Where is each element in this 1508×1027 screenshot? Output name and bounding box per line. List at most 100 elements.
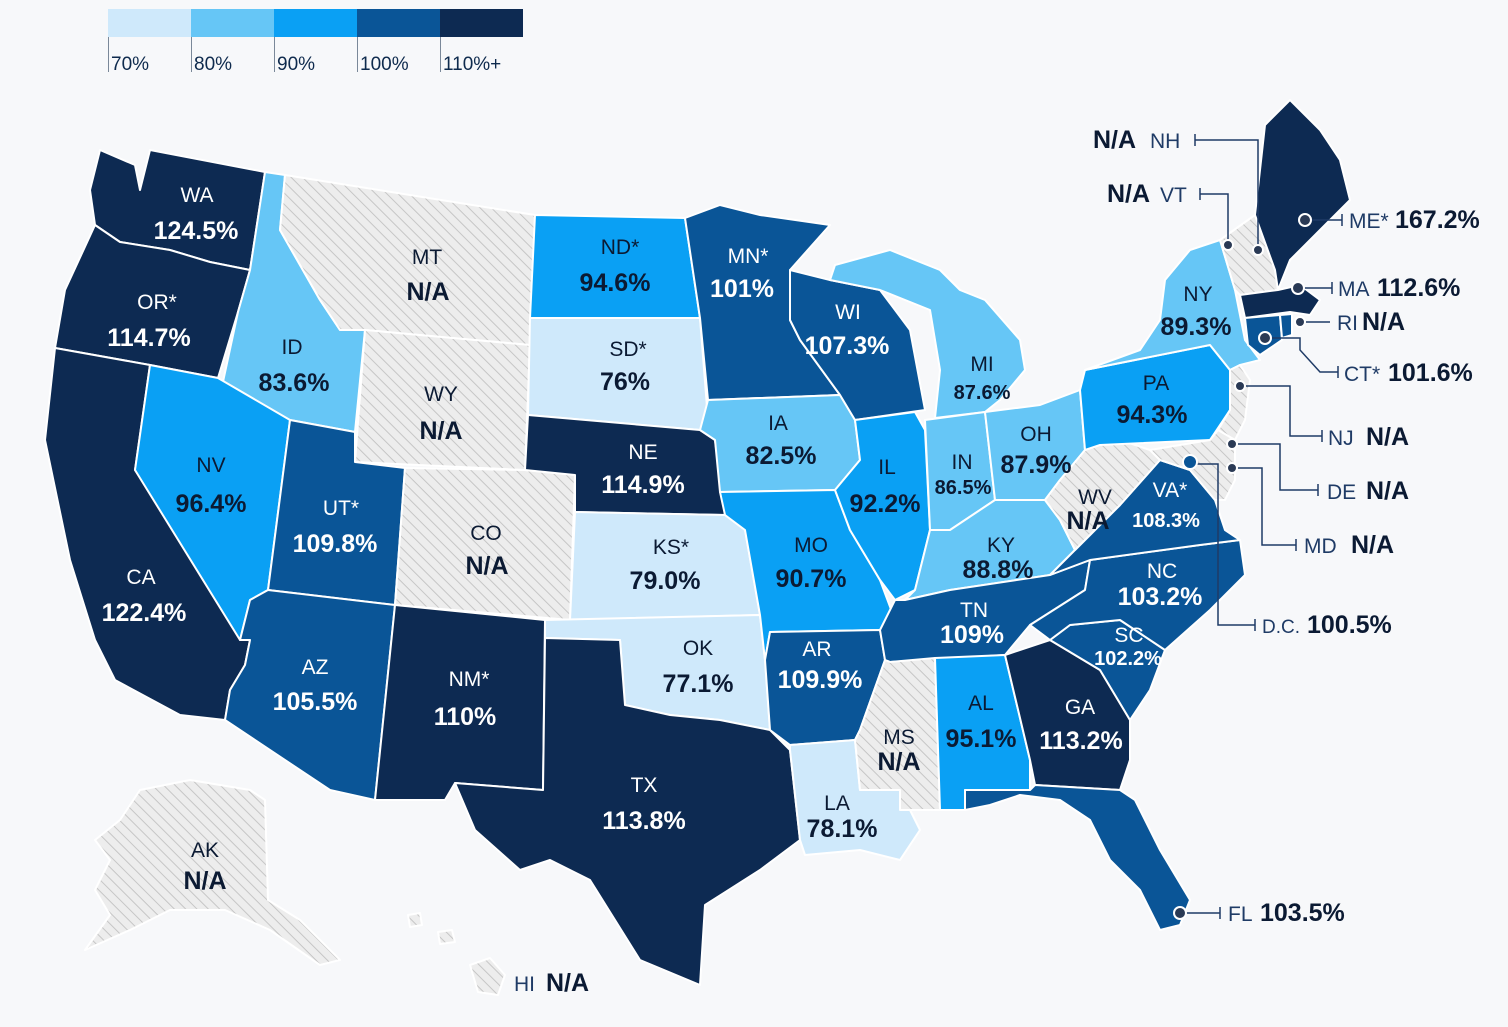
label-ny-abbr: NY bbox=[1183, 283, 1212, 306]
label-ks-value: 79.0% bbox=[630, 567, 701, 595]
label-wi-value: 107.3% bbox=[805, 332, 890, 360]
label-ca-abbr: CA bbox=[126, 566, 155, 589]
state-me[interactable] bbox=[1254, 99, 1351, 291]
label-tn-value: 109% bbox=[940, 621, 1004, 649]
label-ok-value: 77.1% bbox=[663, 670, 734, 698]
label-ia-value: 82.5% bbox=[746, 442, 817, 470]
label-ga-value: 113.2% bbox=[1039, 727, 1122, 755]
callout-dc-abbr: D.C. bbox=[1262, 617, 1300, 638]
label-ky-value: 88.8% bbox=[963, 556, 1034, 584]
label-wa-abbr: WA bbox=[180, 184, 213, 207]
label-nv-value: 96.4% bbox=[176, 490, 247, 518]
label-sd-abbr: SD* bbox=[609, 338, 646, 361]
label-or-value: 114.7% bbox=[107, 324, 190, 352]
legend-swatch-110 bbox=[440, 9, 523, 37]
label-mo-value: 90.7% bbox=[776, 565, 847, 593]
legend-label-100: 100% bbox=[360, 54, 409, 75]
label-nc-abbr: NC bbox=[1147, 560, 1177, 583]
callout-vt-abbr: VT bbox=[1160, 184, 1187, 207]
callout-md-value: N/A bbox=[1351, 531, 1394, 559]
label-ok-abbr: OK bbox=[683, 637, 713, 660]
label-or-abbr: OR* bbox=[137, 291, 177, 314]
label-sc-abbr: SC bbox=[1114, 624, 1143, 647]
label-ny-value: 89.3% bbox=[1161, 313, 1232, 341]
label-az-value: 105.5% bbox=[273, 688, 358, 716]
label-mn-value: 101% bbox=[710, 275, 774, 303]
state-ak[interactable] bbox=[84, 779, 341, 966]
label-in-value: 86.5% bbox=[935, 477, 992, 499]
label-mt-abbr: MT bbox=[412, 246, 442, 269]
label-id-value: 83.6% bbox=[259, 369, 330, 397]
label-ms-value: N/A bbox=[877, 748, 920, 776]
state-labels: WA 124.5% OR* 114.7% CA 122.4% ID 83.6% … bbox=[102, 184, 1232, 895]
legend-swatch-80 bbox=[191, 9, 274, 37]
callout-nh-value: N/A bbox=[1093, 126, 1136, 154]
label-tn-abbr: TN bbox=[960, 599, 988, 622]
state-hi[interactable] bbox=[469, 957, 506, 996]
callout-me-value: 167.2% bbox=[1395, 206, 1480, 234]
state-nc[interactable] bbox=[1029, 539, 1246, 651]
label-ak-abbr: AK bbox=[191, 839, 219, 862]
label-sc-value: 102.2% bbox=[1094, 648, 1162, 670]
state-fl[interactable] bbox=[964, 784, 1191, 931]
label-mt-value: N/A bbox=[406, 278, 449, 306]
callout-fl-abbr: FL bbox=[1228, 903, 1253, 926]
legend-label-90: 90% bbox=[277, 54, 315, 75]
label-il-value: 92.2% bbox=[850, 490, 921, 518]
legend: 70% 80% 90% 100% 110%+ bbox=[108, 9, 523, 75]
label-wy-value: N/A bbox=[419, 417, 462, 445]
label-oh-value: 87.9% bbox=[1001, 451, 1072, 479]
label-sd-value: 76% bbox=[600, 368, 650, 396]
callout-ma-abbr: MA bbox=[1338, 278, 1370, 301]
label-nv-abbr: NV bbox=[196, 454, 225, 477]
label-ky-abbr: KY bbox=[987, 534, 1015, 557]
legend-label-110: 110%+ bbox=[443, 54, 501, 75]
label-ne-abbr: NE bbox=[628, 441, 657, 464]
label-ks-abbr: KS* bbox=[653, 536, 689, 559]
label-nm-abbr: NM* bbox=[449, 668, 490, 691]
label-al-abbr: AL bbox=[968, 692, 994, 715]
callout-ma-value: 112.6% bbox=[1377, 274, 1460, 302]
callout-hi-value: N/A bbox=[546, 969, 589, 997]
state-tx[interactable] bbox=[454, 637, 801, 986]
state-mi[interactable] bbox=[829, 249, 1026, 419]
label-al-value: 95.1% bbox=[946, 725, 1017, 753]
label-ia-abbr: IA bbox=[768, 412, 788, 435]
label-mi-abbr: MI bbox=[970, 353, 993, 376]
label-wv-value: N/A bbox=[1066, 507, 1109, 535]
callout-nj-value: N/A bbox=[1366, 423, 1409, 451]
label-ar-value: 109.9% bbox=[778, 666, 863, 694]
label-co-abbr: CO bbox=[470, 522, 502, 545]
label-mi-value: 87.6% bbox=[954, 382, 1011, 404]
state-ri[interactable] bbox=[1279, 313, 1293, 339]
callout-ct-value: 101.6% bbox=[1388, 359, 1473, 387]
state-hi-islands bbox=[407, 912, 456, 945]
callout-me-abbr: ME* bbox=[1349, 210, 1389, 233]
legend-label-80: 80% bbox=[194, 54, 232, 75]
label-ne-value: 114.9% bbox=[601, 471, 684, 499]
legend-label-70: 70% bbox=[111, 54, 149, 75]
label-nd-value: 94.6% bbox=[580, 269, 651, 297]
state-pa[interactable] bbox=[1079, 344, 1231, 451]
callout-ri-abbr: RI bbox=[1337, 312, 1358, 335]
callout-nj-abbr: NJ bbox=[1328, 427, 1354, 450]
label-ut-value: 109.8% bbox=[293, 530, 378, 558]
callout-ct-abbr: CT* bbox=[1344, 363, 1380, 386]
label-mn-abbr: MN* bbox=[728, 245, 769, 268]
state-ks[interactable] bbox=[569, 511, 761, 621]
label-ga-abbr: GA bbox=[1065, 696, 1095, 719]
label-la-value: 78.1% bbox=[807, 815, 878, 843]
label-wi-abbr: WI bbox=[835, 301, 861, 324]
label-oh-abbr: OH bbox=[1020, 423, 1052, 446]
legend-swatch-90 bbox=[274, 9, 357, 37]
callout-md-abbr: MD bbox=[1304, 535, 1337, 558]
state-nd[interactable] bbox=[529, 214, 701, 319]
callout-labels: N/A NH N/A VT ME* 167.2% MA 112.6% RI N/… bbox=[514, 126, 1480, 997]
label-pa-abbr: PA bbox=[1143, 372, 1169, 395]
label-mo-abbr: MO bbox=[794, 534, 828, 557]
callout-dc-value: 100.5% bbox=[1307, 611, 1392, 639]
callout-fl-value: 103.5% bbox=[1260, 899, 1345, 927]
callout-nh-abbr: NH bbox=[1150, 130, 1180, 153]
legend-swatch-100 bbox=[357, 9, 440, 37]
